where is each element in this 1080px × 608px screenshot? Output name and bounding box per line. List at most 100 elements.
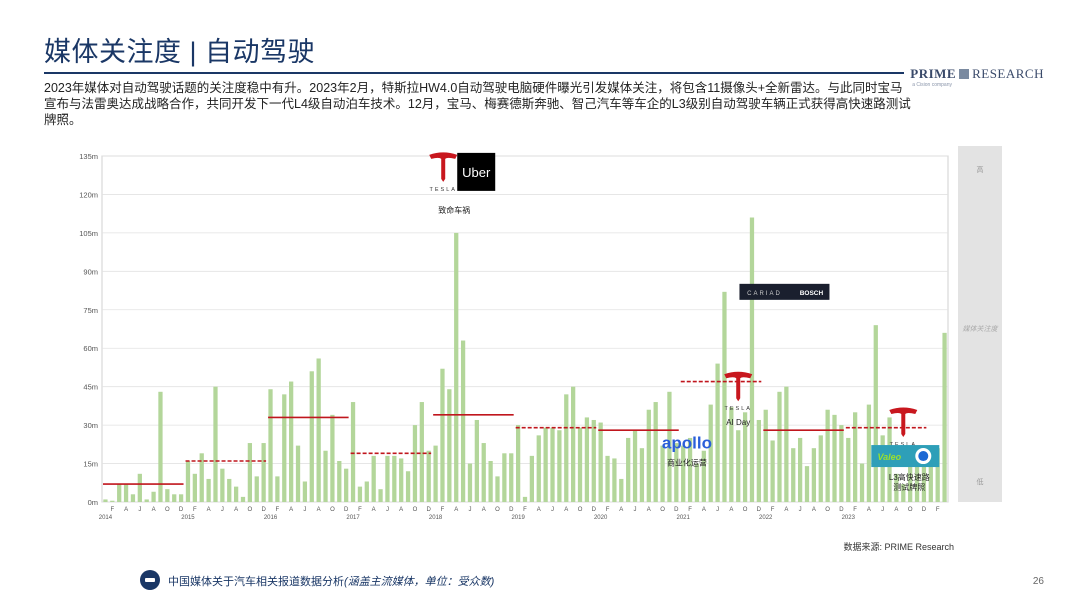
bar [433, 445, 438, 502]
bar [543, 427, 548, 502]
bosch-icon: BOSCH [800, 290, 824, 297]
bar [426, 450, 431, 502]
bar [832, 414, 837, 502]
bar [866, 404, 872, 502]
y-tick-label: 90m [83, 267, 98, 276]
bar [144, 499, 149, 502]
bar [378, 489, 383, 502]
bar [681, 445, 686, 502]
bar [130, 494, 136, 502]
bar [708, 404, 713, 502]
brand-name-light: RESEARCH [972, 66, 1044, 81]
bar [185, 460, 191, 502]
x-tick-label: A [454, 507, 458, 513]
side-panel-mid: 媒体关注度 [963, 325, 999, 333]
brand-subtitle: a Cision company [912, 82, 952, 88]
bar [942, 332, 947, 502]
y-tick-label: 135m [79, 152, 98, 161]
x-tick-label: F [110, 507, 114, 513]
bar [632, 430, 638, 502]
x-tick-label: O [578, 507, 583, 513]
x-tick-label: F [688, 507, 692, 513]
footer-caption: 中国媒体关于汽车相关报道数据分析(涵盖主流媒体，单位：受众数) [168, 573, 494, 589]
y-tick-label: 120m [79, 190, 98, 199]
bar [199, 453, 204, 502]
x-tick-label: A [399, 507, 403, 513]
annotation-label: 商业化运营 [667, 458, 707, 468]
x-tick-label: J [386, 507, 389, 513]
bar [213, 386, 218, 502]
bar [371, 455, 376, 502]
x-tick-label: F [358, 507, 362, 513]
bar [165, 489, 170, 502]
bar [667, 391, 672, 502]
x-tick-label: A [372, 507, 376, 513]
x-tick-label: A [234, 507, 238, 513]
x-tick-label: A [867, 507, 871, 513]
x-tick-label: A [784, 507, 788, 513]
bar [811, 448, 817, 502]
bar [749, 217, 755, 502]
x-tick-label: J [303, 507, 306, 513]
bar [309, 371, 314, 502]
bar [151, 491, 156, 502]
title-divider [44, 72, 904, 74]
x-tick-label: O [165, 507, 170, 513]
x-tick-label: F [276, 507, 280, 513]
side-panel-low: 低 [977, 477, 984, 486]
bar [405, 471, 411, 502]
bar [577, 427, 583, 502]
x-tick-label: A [152, 507, 156, 513]
bar [639, 448, 645, 502]
bar [392, 455, 397, 502]
x-tick-label: A [207, 507, 211, 513]
year-label: 2016 [264, 515, 278, 521]
bar [777, 391, 782, 502]
valeo-icon: Valeo [877, 452, 901, 462]
bar [302, 481, 308, 502]
bar [605, 455, 610, 502]
annotation-label: L3高快速路 [889, 472, 930, 482]
bar [921, 460, 927, 502]
bar [412, 425, 418, 502]
x-tick-label: D [179, 507, 184, 513]
bar [804, 466, 810, 502]
x-tick-label: D [757, 507, 762, 513]
bar [653, 402, 658, 502]
bar [357, 486, 363, 502]
bar [660, 445, 665, 502]
x-tick-label: J [716, 507, 719, 513]
y-tick-label: 30m [83, 421, 98, 430]
bar [172, 494, 177, 502]
bar [268, 389, 273, 502]
bar [646, 409, 651, 502]
bar [515, 425, 521, 502]
bar [701, 450, 706, 502]
year-label: 2019 [511, 515, 525, 521]
x-tick-label: D [592, 507, 597, 513]
bar [571, 386, 576, 502]
brand-name-bold: PRIME [910, 66, 957, 81]
bar [536, 435, 541, 502]
x-tick-label: A [124, 507, 128, 513]
bar [419, 402, 424, 502]
brand-logo: PRIME RESEARCH a Cision company [910, 66, 1044, 88]
bar [364, 481, 369, 502]
y-tick-label: 0m [88, 498, 98, 507]
page-number: 26 [1032, 576, 1044, 587]
side-panel [958, 146, 1002, 502]
bar [460, 340, 466, 502]
bar [399, 458, 404, 502]
bar [873, 325, 878, 502]
bar [763, 409, 768, 502]
bar [488, 460, 493, 502]
x-tick-label: J [468, 507, 471, 513]
bar [447, 389, 452, 502]
year-label: 2014 [99, 515, 113, 521]
bar [385, 455, 390, 502]
x-tick-label: A [564, 507, 568, 513]
description-text: 2023年媒体对自动驾驶话题的关注度稳中有升。2023年2月，特斯拉HW4.0自… [44, 81, 911, 127]
x-tick-label: A [317, 507, 321, 513]
bar [591, 419, 596, 502]
side-panel-high: 高 [977, 165, 984, 174]
